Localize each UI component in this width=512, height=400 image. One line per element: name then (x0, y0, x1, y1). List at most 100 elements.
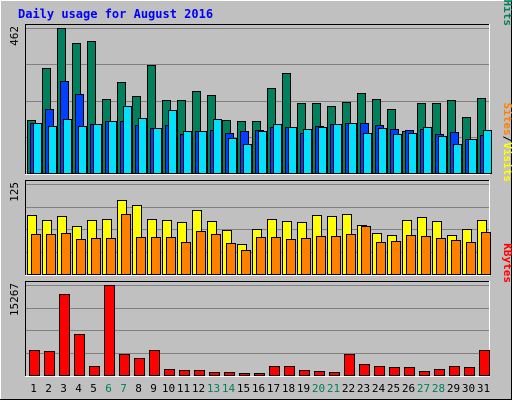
bar-sites (271, 237, 281, 275)
bar-pages (423, 127, 432, 174)
bar-kbytes (344, 354, 355, 376)
bar-kbytes (194, 370, 205, 376)
bar-kbytes (299, 370, 310, 376)
bar-pages (333, 124, 342, 174)
bar-kbytes (224, 372, 235, 376)
bar-pages (258, 131, 267, 174)
bar-sites (91, 238, 101, 275)
legend-separator: / (501, 136, 512, 143)
bar-sites (166, 237, 176, 275)
panel-2: 125 Sites/Visits (8, 103, 512, 276)
bar-sites (436, 238, 446, 275)
bar-sites (226, 243, 236, 275)
bar-sites (136, 237, 146, 275)
bar-sites (31, 234, 41, 275)
x-tick-label: 28 (432, 382, 445, 395)
x-tick-label: 11 (177, 382, 190, 395)
bar-pages (468, 139, 477, 174)
x-tick-label: 7 (120, 382, 127, 395)
bar-pages (168, 110, 177, 174)
x-tick-label: 8 (135, 382, 142, 395)
bar-kbytes (239, 373, 250, 376)
bar-kbytes (164, 369, 175, 376)
bar-sites (286, 239, 296, 275)
x-tick-label: 30 (462, 382, 475, 395)
bar-kbytes (314, 371, 325, 376)
x-tick-label: 1 (30, 382, 37, 395)
x-tick-label: 16 (252, 382, 265, 395)
bar-sites (121, 214, 131, 275)
bar-sites (196, 231, 206, 275)
x-tick-label: 26 (402, 382, 415, 395)
bar-sites (421, 236, 431, 275)
x-tick-label: 31 (477, 382, 490, 395)
bar-kbytes (329, 372, 340, 376)
legend-sites: Sites (501, 103, 512, 136)
bar-sites (241, 250, 251, 275)
legend: Sites/Visits (501, 103, 512, 183)
bar-kbytes (464, 367, 475, 376)
bar-sites (466, 242, 476, 275)
x-tick-label: 15 (237, 382, 250, 395)
bar-sites (106, 238, 116, 275)
bar-pages (48, 126, 57, 174)
bar-sites (151, 237, 161, 275)
legend-hits: Hits (501, 0, 512, 26)
bar-sites (361, 226, 371, 275)
bar-sites (451, 240, 461, 275)
bar-pages (348, 123, 357, 174)
bar-kbytes (374, 366, 385, 376)
bar-kbytes (179, 370, 190, 376)
bar-sites (181, 242, 191, 275)
x-tick-label: 23 (357, 382, 370, 395)
bar-pages (378, 128, 387, 174)
bar-sites (301, 238, 311, 275)
x-tick-label: 24 (372, 382, 386, 395)
plot-area (25, 281, 490, 377)
x-tick-label: 6 (105, 382, 112, 395)
bar-pages (438, 136, 447, 174)
bar-pages (183, 131, 192, 174)
x-tick-label: 4 (75, 382, 82, 395)
x-tick-label: 5 (90, 382, 97, 395)
chart-title: Daily usage for August 2016 (18, 7, 213, 21)
bar-pages (93, 124, 102, 174)
bar-kbytes (404, 367, 415, 376)
legend-kbytes: KBytes (501, 243, 512, 283)
bar-pages (108, 121, 117, 174)
x-tick-label: 9 (150, 382, 157, 395)
x-tick-label: 22 (342, 382, 355, 395)
bar-sites (211, 234, 221, 275)
x-tick-label: 2 (45, 382, 52, 395)
x-tick-label: 19 (297, 382, 310, 395)
bar-kbytes (284, 366, 295, 376)
bar-kbytes (359, 364, 370, 376)
bar-kbytes (74, 334, 85, 376)
bar-kbytes (434, 369, 445, 376)
bar-pages (483, 130, 492, 174)
bar-pages (363, 133, 372, 174)
bar-sites (46, 234, 56, 275)
bar-kbytes (104, 285, 115, 376)
bar-kbytes (389, 367, 400, 376)
bar-sites (316, 236, 326, 275)
bar-pages (303, 129, 312, 174)
bar-kbytes (479, 350, 490, 376)
bar-pages (228, 138, 237, 174)
panel-3: 15267 KBytes (8, 243, 512, 377)
bar-kbytes (134, 358, 145, 376)
bar-sites (376, 242, 386, 275)
bar-sites (481, 232, 491, 275)
bar-pages (393, 134, 402, 174)
x-tick-label: 21 (327, 382, 340, 395)
bar-pages (243, 144, 252, 174)
bar-pages (33, 123, 42, 174)
panel-1: 462 Pages/Files/Hits (8, 0, 512, 175)
bar-sites (391, 241, 401, 275)
bar-pages (213, 119, 222, 174)
x-tick-label: 29 (447, 382, 460, 395)
bar-kbytes (29, 350, 40, 376)
legend: Pages/Files/Hits (501, 0, 512, 26)
x-tick-label: 14 (222, 382, 236, 395)
